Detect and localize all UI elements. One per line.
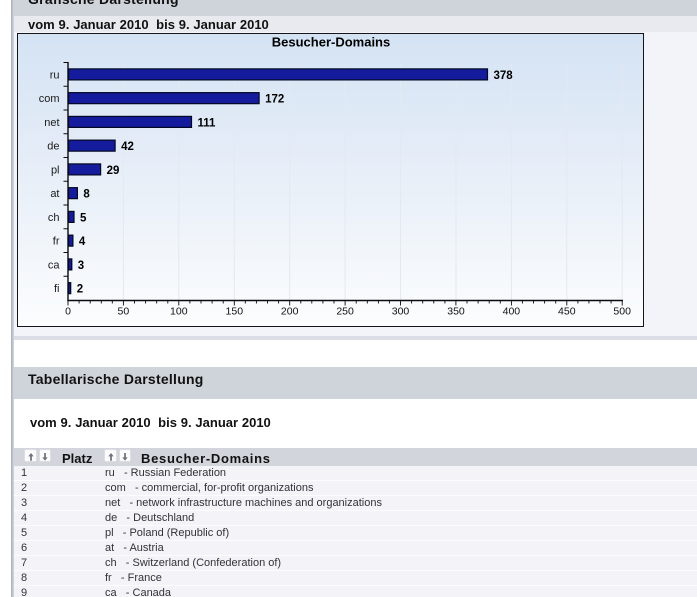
svg-text:29: 29 xyxy=(107,165,120,177)
svg-text:300: 300 xyxy=(392,306,410,318)
svg-text:172: 172 xyxy=(265,94,284,106)
svg-text:de: de xyxy=(47,141,59,153)
svg-text:net: net xyxy=(44,117,59,129)
svg-text:500: 500 xyxy=(613,306,631,318)
svg-text:fi: fi xyxy=(54,283,60,295)
svg-text:5: 5 xyxy=(80,212,87,224)
svg-text:450: 450 xyxy=(558,306,576,318)
svg-text:400: 400 xyxy=(503,306,521,318)
svg-text:8: 8 xyxy=(83,189,90,201)
svg-text:Besucher-Domains: Besucher-Domains xyxy=(272,35,390,50)
svg-text:378: 378 xyxy=(494,70,514,82)
svg-text:100: 100 xyxy=(170,306,188,318)
svg-text:0: 0 xyxy=(65,306,71,318)
svg-text:fr: fr xyxy=(53,236,60,248)
svg-text:ca: ca xyxy=(48,259,61,271)
svg-text:111: 111 xyxy=(198,117,217,129)
svg-text:200: 200 xyxy=(281,306,299,318)
svg-text:350: 350 xyxy=(447,306,465,318)
svg-text:42: 42 xyxy=(121,141,134,153)
svg-text:com: com xyxy=(39,93,60,105)
svg-text:4: 4 xyxy=(79,236,86,248)
svg-text:at: at xyxy=(50,188,59,200)
svg-text:250: 250 xyxy=(336,306,354,318)
svg-text:150: 150 xyxy=(226,306,244,318)
svg-text:ru: ru xyxy=(50,69,60,81)
svg-text:50: 50 xyxy=(118,306,130,318)
svg-text:pl: pl xyxy=(51,164,60,176)
svg-text:2: 2 xyxy=(77,284,83,296)
svg-text:ch: ch xyxy=(48,212,60,224)
svg-text:3: 3 xyxy=(78,260,84,272)
